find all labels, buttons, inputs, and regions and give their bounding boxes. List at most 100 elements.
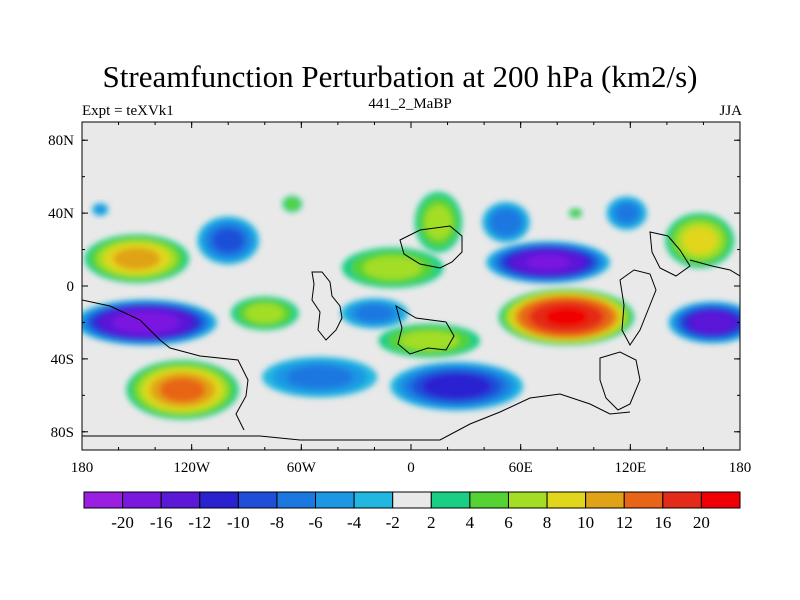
colorbar-label: -20 [111, 513, 134, 532]
field-contour-fill [363, 256, 423, 280]
field-contour-fill [570, 209, 581, 217]
southern-cape-coast [82, 299, 249, 431]
colorbar-swatch [700, 491, 741, 509]
colorbar: -20 -16 -12 -10 -8 -6 -4 -2 2 4 6 8 10 12 16 20 [83, 491, 741, 532]
antarctica-coast [82, 393, 631, 441]
field-contour-fill [688, 311, 737, 334]
field-blob [340, 298, 409, 329]
field-contour-fill [421, 373, 492, 399]
asia-coast [619, 269, 657, 346]
axis-ticks: 180 120W 60W 0 60E 120E 180 80N 40N 0 40S 80S [48, 122, 751, 476]
field-contour-fill [212, 228, 244, 253]
field-contour-fill [490, 208, 522, 236]
colorbar-swatch [353, 491, 394, 509]
field-contour-fill [682, 226, 718, 255]
north-africa-coast [399, 225, 463, 269]
field-blob [282, 195, 303, 213]
experiment-label: Expt = teXVk1 [82, 103, 174, 119]
field-contour-fill [424, 204, 453, 240]
field-contour-fill [285, 198, 300, 210]
colorbar-label: -12 [188, 513, 211, 532]
field-blob [378, 323, 481, 358]
colorbar-swatch [507, 491, 548, 509]
field-contour-fill [526, 254, 571, 270]
field-blob [197, 216, 260, 265]
colorbar-swatch [122, 491, 162, 509]
coastline-layer [82, 225, 740, 441]
y-tick-label: 40N [48, 206, 74, 222]
east-asia-coast [649, 231, 691, 277]
field-blob [84, 234, 190, 283]
colorbar-label: -16 [150, 513, 173, 532]
colorbar-label: 20 [693, 513, 710, 532]
maritime-coast [689, 259, 740, 277]
field-contour-fill [614, 203, 639, 223]
field-contour-fill [112, 311, 180, 334]
colorbar-label: 4 [466, 513, 475, 532]
field-blob [82, 299, 218, 346]
colorbar-label: 8 [543, 513, 552, 532]
x-tick-label: 60W [287, 460, 317, 476]
colorbar-swatch [430, 491, 471, 509]
field-blob [668, 301, 740, 344]
colorbar-swatch [160, 491, 201, 509]
y-tick-label: 40S [51, 352, 74, 368]
field-contour-fill [94, 204, 107, 215]
colorbar-label: -2 [386, 513, 400, 532]
field-blob [230, 296, 299, 331]
field-blob [126, 360, 239, 420]
colorbar-label: -6 [308, 513, 322, 532]
field-contour-fill [245, 303, 285, 324]
colorbar-swatch [392, 491, 432, 509]
field-blob [665, 212, 735, 268]
south-africa-coast [395, 304, 455, 355]
colorbar-swatch [276, 491, 317, 509]
field-blob [568, 208, 583, 219]
field-layer [82, 191, 740, 420]
field-contour-fill [544, 307, 588, 326]
colorbar-swatch [546, 491, 587, 509]
field-blob [262, 356, 378, 398]
y-tick-label: 80N [48, 133, 74, 149]
chart-title: Streamfunction Perturbation at 200 hPa (… [102, 59, 698, 94]
case-label: 441_2_MaBP [368, 96, 452, 112]
colorbar-label: 16 [654, 513, 671, 532]
colorbar-label: -8 [270, 513, 284, 532]
field-blob [390, 361, 524, 411]
south-america-coast [311, 271, 343, 341]
colorbar-swatch [83, 491, 124, 509]
field-blob [414, 191, 463, 253]
x-tick-label: 120E [614, 460, 646, 476]
field-contour-fill [113, 247, 161, 270]
australia-coast [599, 351, 641, 411]
field-blob [92, 202, 109, 216]
field-blob [482, 201, 530, 243]
colorbar-label: 12 [616, 513, 633, 532]
colorbar-swatch [469, 491, 509, 509]
colorbar-swatch [662, 491, 702, 509]
colorbar-swatch [315, 491, 355, 509]
x-tick-label: 120W [173, 460, 211, 476]
field-contour-fill [286, 365, 353, 389]
field-blob [498, 288, 635, 346]
colorbar-label: -4 [347, 513, 362, 532]
x-tick-label: 180 [729, 460, 752, 476]
field-contour-fill [354, 304, 394, 323]
field-contour-fill [159, 377, 206, 403]
colorbar-label: 2 [427, 513, 436, 532]
field-blob [341, 247, 444, 289]
colorbar-swatch [585, 491, 625, 509]
field-contour-fill [399, 330, 459, 351]
field-blob [486, 241, 611, 284]
field-blob [606, 196, 647, 230]
colorbar-label: 6 [504, 513, 513, 532]
colorbar-label: -10 [227, 513, 250, 532]
x-tick-label: 60E [509, 460, 533, 476]
x-tick-label: 0 [407, 460, 415, 476]
season-label: JJA [719, 103, 742, 119]
colorbar-swatch [199, 491, 239, 509]
colorbar-label: 10 [577, 513, 594, 532]
y-tick-label: 0 [67, 279, 75, 295]
x-tick-label: 180 [71, 460, 94, 476]
